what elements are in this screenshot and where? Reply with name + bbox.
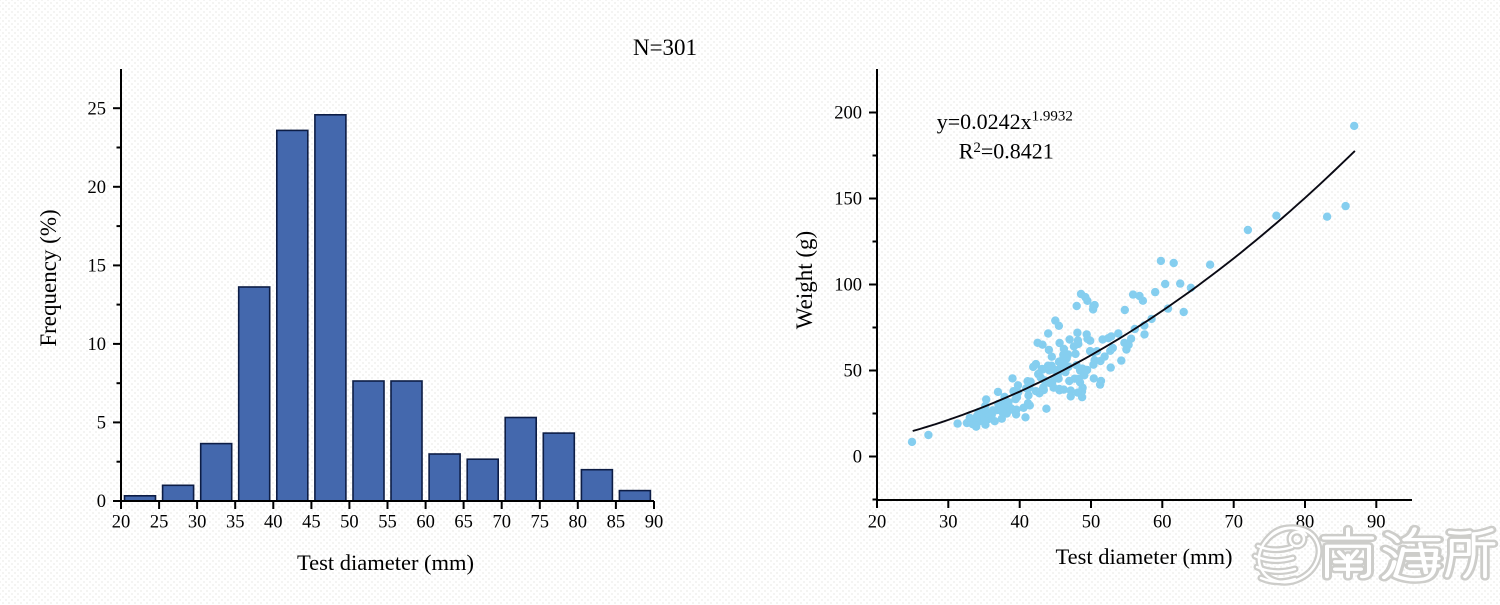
svg-text:75: 75 [531,513,550,533]
svg-text:35: 35 [226,513,245,533]
svg-text:R2=0.8421: R2=0.8421 [959,139,1054,164]
svg-text:25: 25 [150,513,169,533]
svg-text:Frequency (%): Frequency (%) [36,209,61,346]
svg-text:90: 90 [1367,513,1386,533]
svg-text:25: 25 [88,100,107,120]
svg-text:60: 60 [1153,513,1172,533]
svg-text:30: 30 [939,513,958,533]
svg-text:200: 200 [834,104,862,124]
svg-text:85: 85 [607,513,626,533]
svg-text:30: 30 [188,513,207,533]
svg-text:80: 80 [569,513,588,533]
svg-text:Test diameter (mm): Test diameter (mm) [1055,544,1232,569]
svg-text:70: 70 [492,513,511,533]
svg-text:45: 45 [302,513,321,533]
svg-text:y=0.0242x1.9932: y=0.0242x1.9932 [937,109,1073,135]
svg-text:40: 40 [1010,513,1029,533]
svg-text:Test diameter (mm): Test diameter (mm) [297,550,474,575]
svg-text:70: 70 [1224,513,1243,533]
svg-text:10: 10 [88,335,107,355]
svg-text:55: 55 [378,513,397,533]
svg-text:50: 50 [340,513,359,533]
svg-text:150: 150 [834,190,862,210]
svg-text:40: 40 [264,513,283,533]
svg-text:0: 0 [853,448,862,468]
svg-text:Weight (g): Weight (g) [792,231,817,329]
svg-text:20: 20 [868,513,887,533]
svg-text:20: 20 [112,513,131,533]
svg-text:N=301: N=301 [633,35,697,60]
svg-text:20: 20 [88,178,107,198]
svg-text:100: 100 [834,276,862,296]
svg-text:15: 15 [88,257,107,277]
svg-text:90: 90 [645,513,664,533]
svg-text:65: 65 [454,513,473,533]
svg-text:60: 60 [416,513,435,533]
svg-text:5: 5 [97,414,106,434]
svg-text:50: 50 [844,362,863,382]
svg-text:0: 0 [97,492,106,512]
svg-text:50: 50 [1082,513,1101,533]
